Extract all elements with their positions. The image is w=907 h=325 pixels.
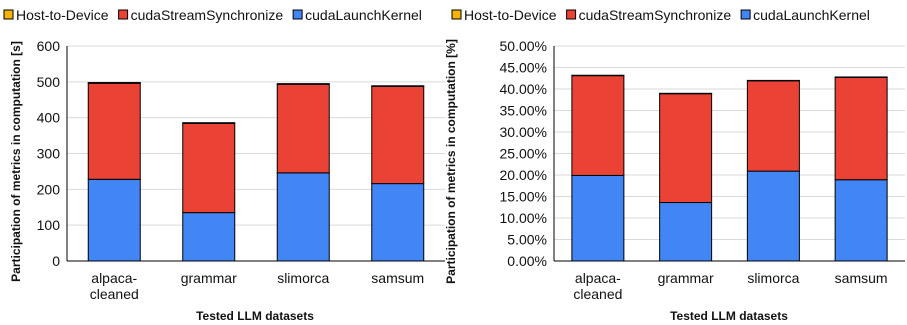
legend-swatch	[566, 9, 577, 20]
y-tick-label: 15.00%	[500, 189, 547, 205]
bar-cudaStreamSynchronize-1	[659, 93, 713, 204]
bar-Host-to-Device-0	[87, 82, 141, 84]
y-tick-label: 10.00%	[500, 210, 547, 226]
y-tick-label: 0	[52, 253, 60, 269]
bar-cudaLaunchKernel-3	[371, 183, 425, 262]
bar-cudaStreamSynchronize-3	[834, 76, 888, 181]
bar-cudaStreamSynchronize-2	[746, 80, 800, 172]
bar-Host-to-Device-3	[371, 85, 425, 87]
y-tick-label: 500	[37, 74, 61, 90]
bar-cudaStreamSynchronize-3	[371, 85, 425, 185]
y-tick-label: 100	[37, 217, 61, 233]
x-tick-label: slimorca	[747, 270, 799, 286]
bar-cudaLaunchKernel-2	[746, 170, 800, 262]
y-tick-label: 0.00%	[507, 253, 547, 269]
bar-cudaLaunchKernel-3	[834, 179, 888, 262]
x-axis-title: Tested LLM datasets	[670, 309, 788, 323]
x-tick-label: slimorca	[277, 270, 329, 286]
bar-cudaStreamSynchronize-2	[276, 83, 330, 174]
legend-label: Host-to-Device	[16, 7, 109, 23]
legend-swatch	[451, 9, 462, 20]
legend-label: cudaLaunchKernel	[753, 7, 870, 23]
bar-cudaStreamSynchronize-1	[182, 122, 236, 214]
y-tick-label: 600	[37, 38, 61, 54]
y-tick-label: 400	[37, 110, 61, 126]
y-tick-label: 20.00%	[500, 167, 547, 183]
y-tick-label: 30.00%	[500, 124, 547, 140]
legend-label: cudaStreamSynchronize	[579, 7, 732, 23]
bar-cudaLaunchKernel-2	[276, 172, 330, 262]
bar-Host-to-Device-2	[276, 83, 330, 85]
y-axis-title: Participation of metrics in computation …	[444, 39, 458, 284]
x-tick-label: samsum	[835, 270, 888, 286]
bar-Host-to-Device-1	[182, 122, 236, 124]
y-tick-label: 200	[37, 181, 61, 197]
legend-label: cudaLaunchKernel	[305, 7, 422, 23]
bar-cudaLaunchKernel-0	[571, 174, 625, 262]
y-tick-label: 300	[37, 146, 61, 162]
y-axis-title: Participation of metrics in computation …	[9, 41, 23, 282]
legend-label: cudaStreamSynchronize	[131, 7, 284, 23]
legend-swatch	[292, 9, 303, 20]
x-axis-title: Tested LLM datasets	[196, 309, 314, 323]
legend-swatch	[3, 9, 14, 20]
x-tick-label: alpaca-cleaned	[573, 270, 622, 302]
y-tick-label: 25.00%	[500, 146, 547, 162]
bar-cudaLaunchKernel-1	[659, 202, 713, 262]
y-tick-label: 5.00%	[507, 232, 547, 248]
legend-swatch	[740, 9, 751, 20]
x-tick-label: samsum	[371, 270, 424, 286]
y-tick-label: 35.00%	[500, 103, 547, 119]
bar-cudaLaunchKernel-0	[87, 178, 141, 262]
bar-cudaLaunchKernel-1	[182, 212, 236, 262]
y-tick-label: 40.00%	[500, 81, 547, 97]
legend-label: Host-to-Device	[464, 7, 557, 23]
chart-1: 0 100 200 300 400 500 600 alpaca-cleaned grammar…	[3, 7, 445, 323]
chart-2: 0.00% 5.00% 10.00% 15.00% 20.00% 25.00% 30.00%…	[444, 7, 905, 323]
x-tick-label: grammar	[181, 270, 237, 286]
legend-swatch	[118, 9, 129, 20]
x-tick-label: grammar	[658, 270, 714, 286]
x-tick-label: alpaca-cleaned	[90, 270, 139, 302]
bar-cudaStreamSynchronize-0	[571, 75, 625, 176]
y-tick-label: 45.00%	[500, 60, 547, 76]
y-tick-label: 50.00%	[500, 38, 547, 54]
bar-cudaStreamSynchronize-0	[87, 82, 141, 180]
